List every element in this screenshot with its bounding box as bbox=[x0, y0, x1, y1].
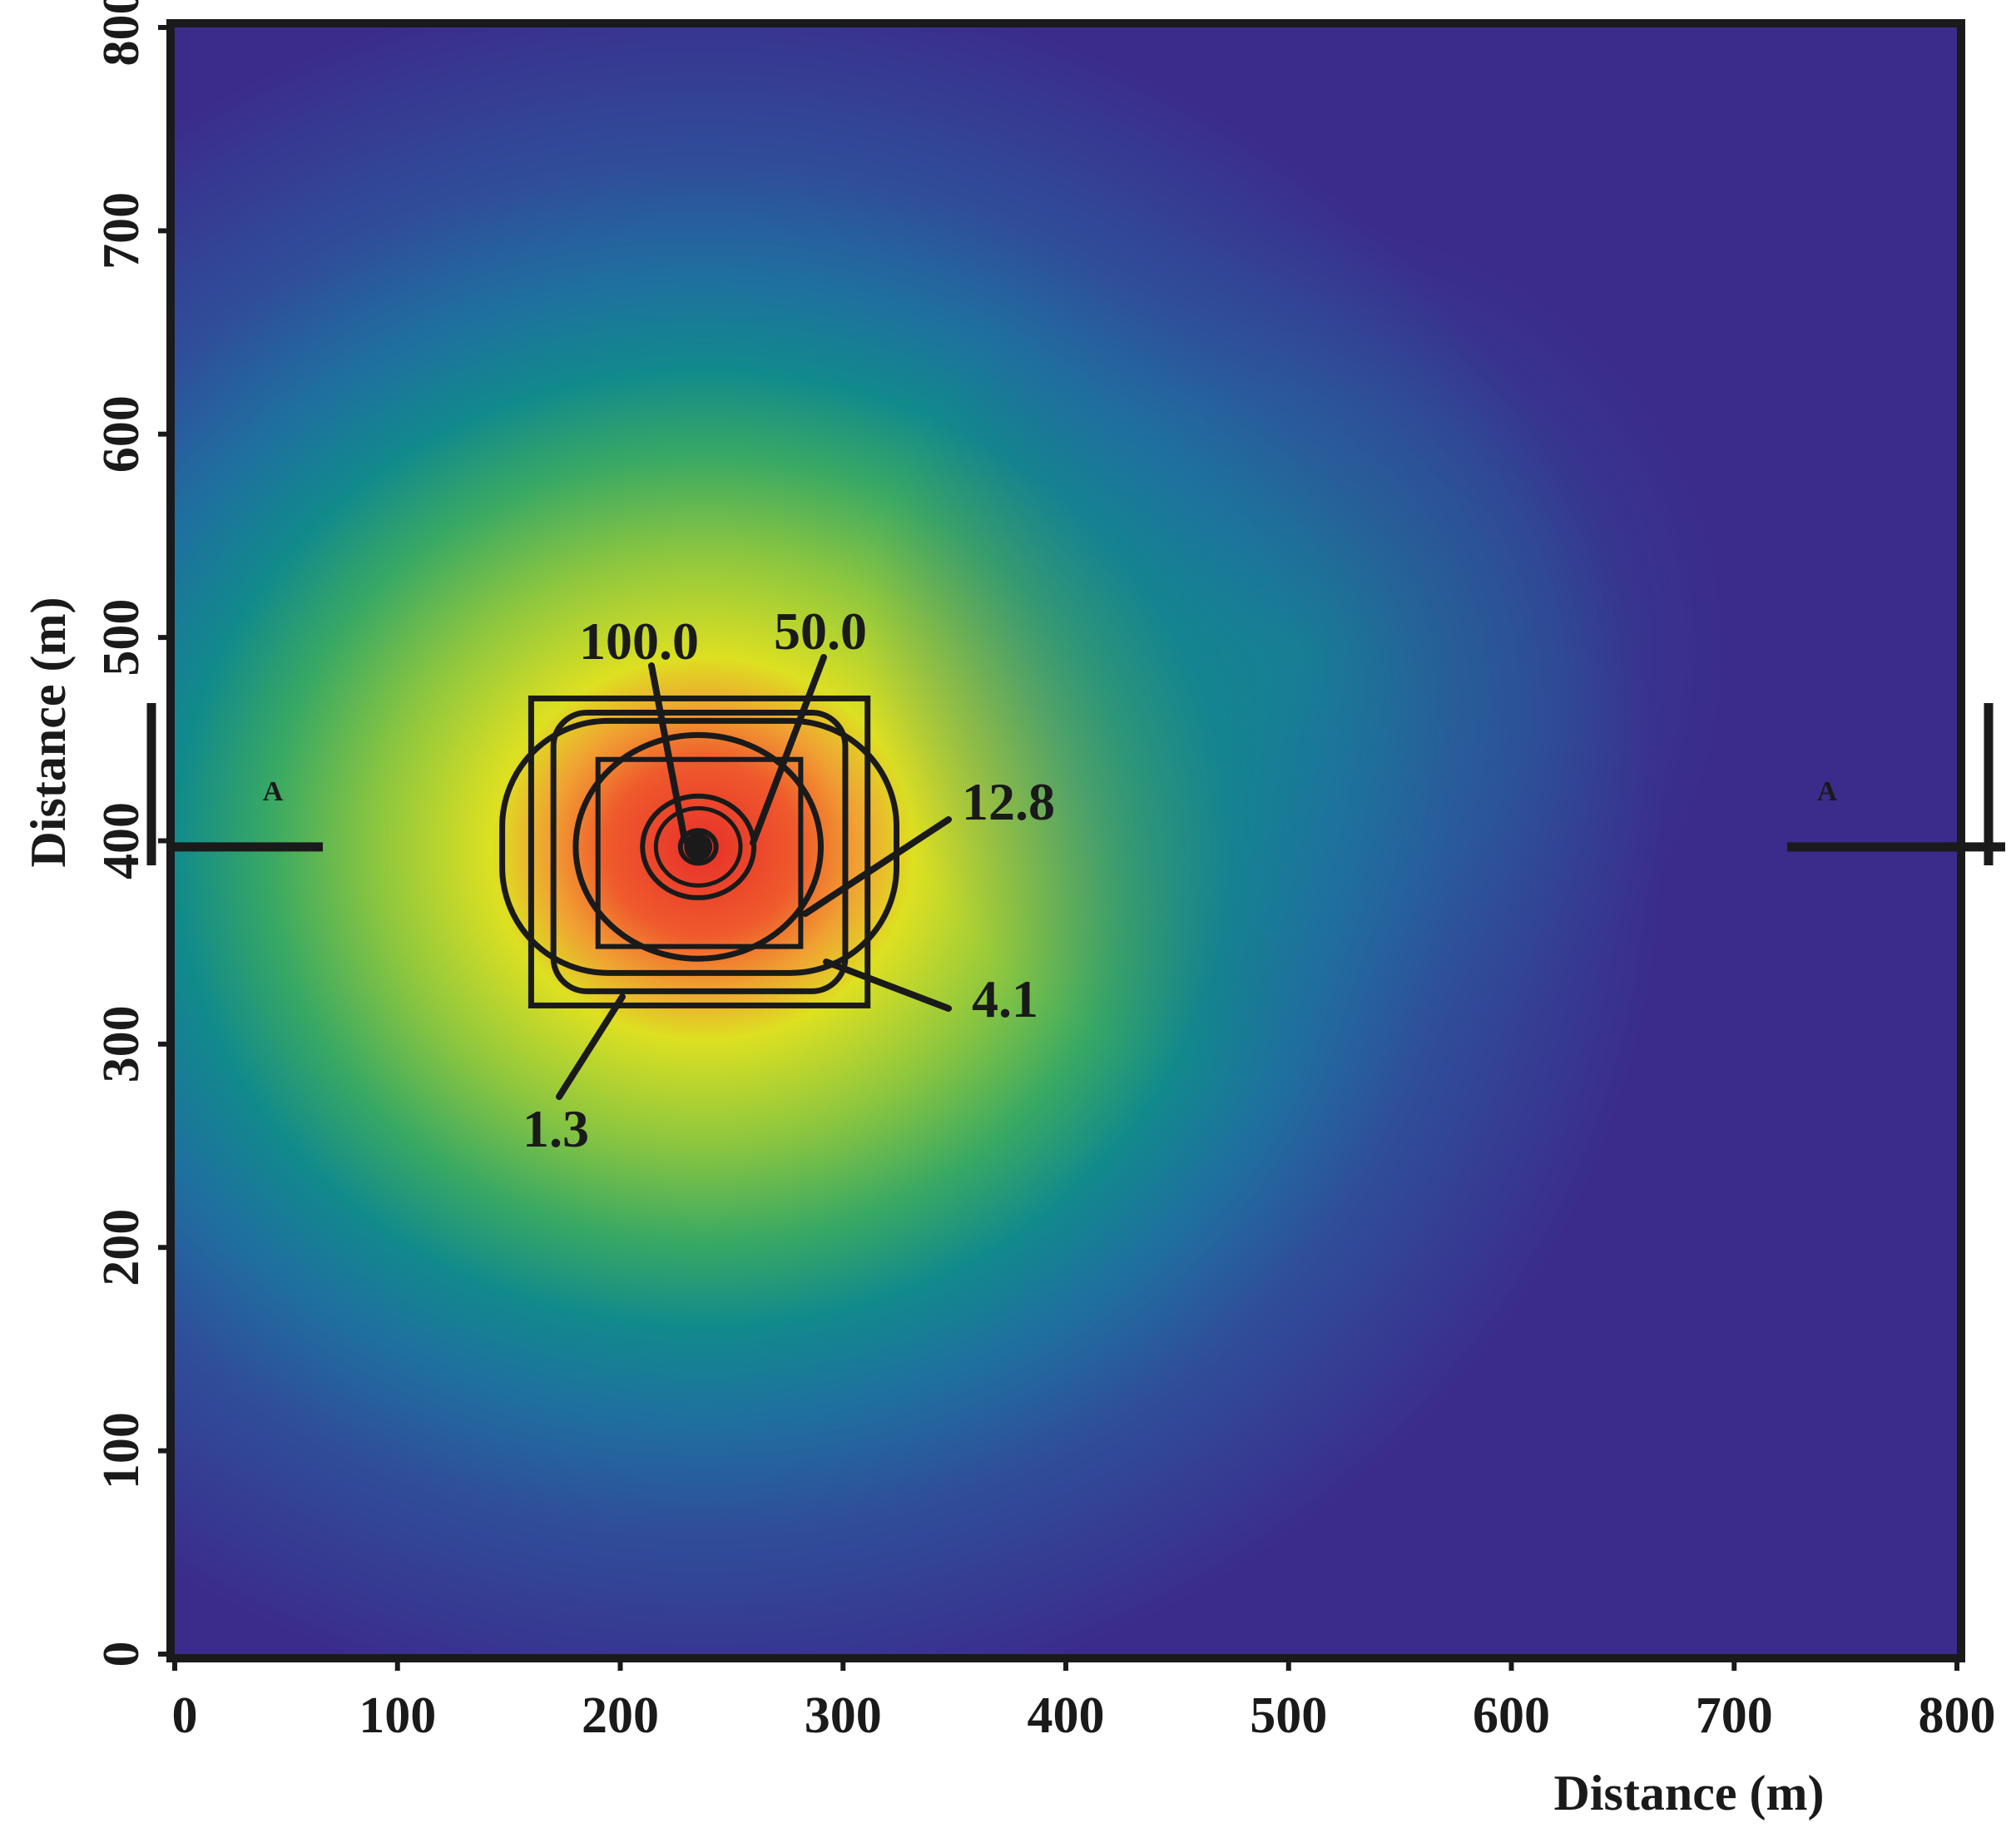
x-tick-label: 300 bbox=[805, 1687, 882, 1744]
contour-labels: 100.0 50.0 12.8 4.1 1.3 bbox=[523, 602, 1055, 1158]
section-label-left: A bbox=[263, 776, 284, 807]
x-tick-label: 100 bbox=[359, 1687, 436, 1744]
outer-circle-contour bbox=[572, 731, 824, 962]
x-tick-label: 700 bbox=[1696, 1687, 1773, 1744]
x-tick-label: 600 bbox=[1473, 1687, 1550, 1744]
contour-label-4.1: 4.1 bbox=[972, 969, 1038, 1028]
x-tick-label: 800 bbox=[1919, 1687, 1996, 1744]
contour-12.8 bbox=[595, 756, 804, 949]
y-tick-label: 800 bbox=[93, 0, 150, 67]
heatmap-plot-area bbox=[166, 19, 1965, 1662]
source-point bbox=[684, 832, 713, 861]
contour-label-12.8: 12.8 bbox=[962, 772, 1055, 831]
leader-50.0 bbox=[750, 654, 827, 846]
x-axis: 0 100 200 300 400 500 600 700 800 bbox=[172, 1658, 1996, 1744]
contour-1.3 bbox=[499, 717, 900, 976]
contour-4.1 bbox=[550, 710, 849, 994]
y-tick-label: 500 bbox=[93, 599, 150, 676]
leader-1.3 bbox=[556, 993, 626, 1100]
contour-label-100.0: 100.0 bbox=[579, 612, 699, 671]
contour-label-1.3: 1.3 bbox=[523, 1099, 589, 1158]
contour-100.0 bbox=[677, 828, 719, 866]
y-tick-label: 600 bbox=[93, 395, 150, 473]
x-tick-label: 0 bbox=[172, 1687, 198, 1744]
leader-4.1 bbox=[823, 959, 952, 1012]
contour-leader-lines bbox=[556, 654, 952, 1100]
plume-field bbox=[171, 23, 1961, 1658]
leader-100.0 bbox=[648, 662, 688, 844]
y-tick-label: 400 bbox=[93, 802, 150, 879]
y-tick-label: 300 bbox=[93, 1005, 150, 1082]
contour-50-inner bbox=[653, 805, 743, 888]
y-tick-label: 700 bbox=[93, 192, 150, 270]
x-tick-label: 400 bbox=[1028, 1687, 1105, 1744]
x-tick-label: 500 bbox=[1250, 1687, 1327, 1744]
leader-12.8 bbox=[802, 816, 952, 917]
contour-lines bbox=[499, 695, 900, 1008]
x-axis-title: Distance (m) bbox=[1554, 1766, 1825, 1821]
y-tick-label: 200 bbox=[93, 1209, 150, 1286]
x-tick-label: 200 bbox=[582, 1687, 659, 1744]
contour-label-50.0: 50.0 bbox=[774, 602, 867, 661]
contour-50.0 bbox=[640, 793, 757, 900]
y-tick-label: 100 bbox=[93, 1412, 150, 1489]
y-axis-title: Distance (m) bbox=[21, 597, 76, 868]
y-axis: 0 100 200 300 400 500 600 700 800 bbox=[93, 0, 171, 1667]
y-tick-label: 0 bbox=[93, 1642, 150, 1667]
outer-box-contour bbox=[528, 695, 871, 1008]
section-label-right: A bbox=[1817, 776, 1838, 807]
